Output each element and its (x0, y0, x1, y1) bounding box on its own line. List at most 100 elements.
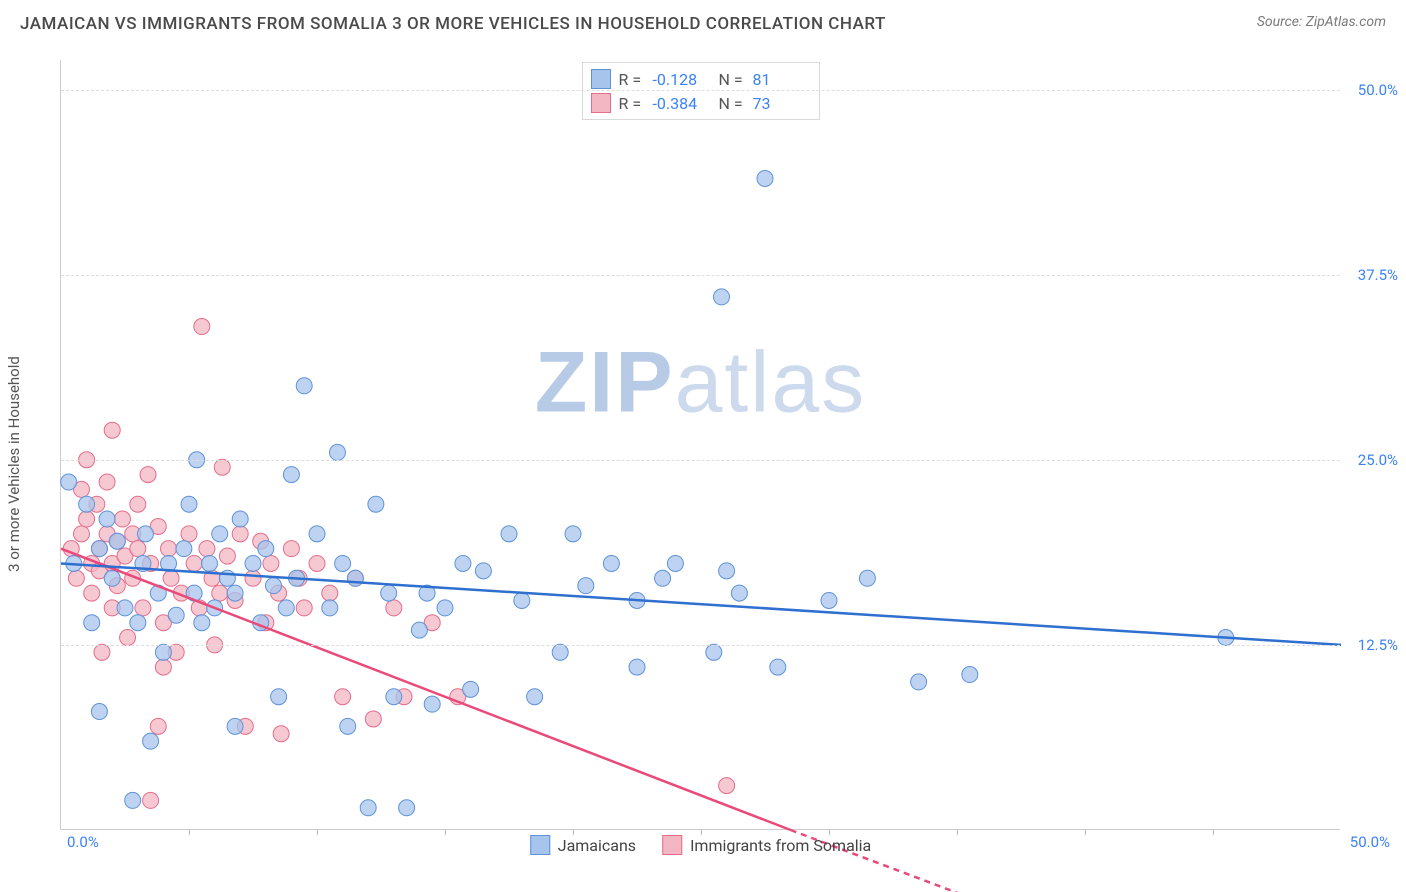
data-point (667, 555, 683, 571)
data-point (271, 689, 287, 705)
data-point (962, 667, 978, 683)
data-point (79, 511, 95, 527)
data-point (94, 644, 110, 660)
data-point (245, 570, 261, 586)
data-point (437, 600, 453, 616)
data-point (455, 555, 471, 571)
y-axis-label: 3 or more Vehicles in Household (5, 356, 23, 572)
data-point (655, 570, 671, 586)
data-point (61, 474, 77, 490)
x-end-label: 50.0% (1350, 833, 1390, 851)
data-point (309, 526, 325, 542)
data-point (232, 511, 248, 527)
data-point (143, 792, 159, 808)
data-point (335, 689, 351, 705)
legend-item-somalia: Immigrants from Somalia (662, 835, 871, 855)
data-point (527, 689, 543, 705)
data-point (194, 319, 210, 335)
data-point (340, 718, 356, 734)
data-point (335, 555, 351, 571)
plot-region: ZIPatlas R = -0.128 N = 81 R = -0.384 N … (60, 60, 1340, 830)
data-point (84, 585, 100, 601)
data-point (713, 289, 729, 305)
y-tick-label: 50.0% (1358, 81, 1398, 99)
data-point (258, 541, 274, 557)
data-point (475, 563, 491, 579)
source-attribution: Source: ZipAtlas.com (1257, 14, 1386, 30)
scatter-svg (61, 60, 1340, 829)
data-point (263, 555, 279, 571)
legend-label-somalia: Immigrants from Somalia (690, 836, 871, 855)
data-point (104, 422, 120, 438)
data-point (155, 659, 171, 675)
data-point (232, 526, 248, 542)
data-point (143, 733, 159, 749)
legend-label-jamaicans: Jamaicans (558, 836, 636, 855)
data-point (130, 541, 146, 557)
data-point (125, 792, 141, 808)
data-point (411, 622, 427, 638)
data-point (176, 541, 192, 557)
data-point (603, 555, 619, 571)
data-point (399, 800, 415, 816)
data-point (99, 474, 115, 490)
data-point (296, 600, 312, 616)
x-origin-label: 0.0% (67, 833, 99, 851)
data-point (227, 585, 243, 601)
data-point (859, 570, 875, 586)
data-point (99, 511, 115, 527)
chart-area: 3 or more Vehicles in Household ZIPatlas… (50, 60, 1390, 850)
data-point (194, 615, 210, 631)
data-point (329, 444, 345, 460)
data-point (201, 555, 217, 571)
data-point (278, 600, 294, 616)
data-point (296, 378, 312, 394)
data-point (104, 570, 120, 586)
data-point (212, 526, 228, 542)
chart-title: JAMAICAN VS IMMIGRANTS FROM SOMALIA 3 OR… (20, 14, 886, 34)
data-point (114, 511, 130, 527)
data-point (84, 615, 100, 631)
data-point (424, 696, 440, 712)
data-point (821, 592, 837, 608)
data-point (137, 526, 153, 542)
data-point (109, 533, 125, 549)
data-point (140, 467, 156, 483)
data-point (463, 681, 479, 697)
data-point (181, 496, 197, 512)
data-point (386, 600, 402, 616)
data-point (245, 555, 261, 571)
data-point (360, 800, 376, 816)
data-point (168, 607, 184, 623)
data-point (706, 644, 722, 660)
data-point (73, 526, 89, 542)
y-tick-label: 12.5% (1358, 636, 1398, 654)
data-point (911, 674, 927, 690)
data-point (501, 526, 517, 542)
data-point (368, 496, 384, 512)
data-point (322, 600, 338, 616)
data-point (283, 467, 299, 483)
data-point (719, 778, 735, 794)
legend: Jamaicans Immigrants from Somalia (530, 835, 872, 855)
data-point (135, 600, 151, 616)
data-point (381, 585, 397, 601)
data-point (155, 644, 171, 660)
data-point (309, 555, 325, 571)
data-point (386, 689, 402, 705)
data-point (150, 718, 166, 734)
data-point (552, 644, 568, 660)
data-point (186, 555, 202, 571)
data-point (212, 585, 228, 601)
data-point (130, 496, 146, 512)
data-point (214, 459, 230, 475)
data-point (770, 659, 786, 675)
data-point (219, 548, 235, 564)
data-point (227, 718, 243, 734)
data-point (79, 496, 95, 512)
data-point (91, 541, 107, 557)
data-point (347, 570, 363, 586)
data-point (68, 570, 84, 586)
data-point (130, 615, 146, 631)
y-tick-label: 37.5% (1358, 266, 1398, 284)
